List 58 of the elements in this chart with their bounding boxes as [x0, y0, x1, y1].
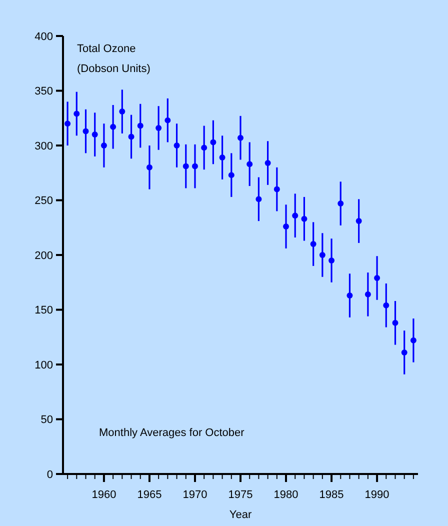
point [82, 128, 89, 134]
point [137, 122, 144, 129]
point [238, 134, 244, 141]
point [128, 134, 134, 140]
point [292, 212, 298, 219]
point [201, 144, 208, 151]
x-tick-label: 1975 [228, 489, 253, 501]
x-tick-label: 1965 [137, 489, 162, 501]
y-tick-label: 150 [34, 304, 53, 317]
x-tick-label: 1970 [182, 489, 208, 501]
point [92, 132, 98, 138]
point [274, 186, 280, 192]
annotation: Monthly Averages for October [99, 427, 245, 439]
point [328, 257, 335, 264]
point [319, 252, 326, 258]
point [310, 241, 316, 248]
point [219, 154, 226, 161]
point [356, 218, 362, 224]
point [301, 216, 308, 222]
x-tick-label: 1980 [274, 489, 298, 501]
y-tick-label: 250 [34, 195, 53, 208]
point [401, 349, 408, 356]
x-axis-title: Year [229, 509, 252, 521]
point [410, 337, 416, 344]
point [210, 139, 216, 146]
point [256, 196, 262, 202]
point [383, 302, 390, 308]
point [246, 161, 253, 168]
x-tick-label: 1960 [92, 489, 116, 501]
y-tick-label: 0 [46, 468, 53, 481]
point [346, 292, 353, 299]
y-axis-title: Total Ozone (Dobson Units) [77, 43, 150, 75]
point [156, 124, 162, 131]
point [119, 108, 126, 115]
point [374, 274, 380, 281]
y-tick-label: 350 [34, 86, 53, 98]
point [110, 124, 116, 130]
point [264, 160, 271, 166]
point [74, 110, 80, 117]
point [164, 117, 171, 124]
point [392, 320, 398, 326]
y-tick-label: 400 [34, 30, 53, 43]
x-tick-label: 1990 [364, 489, 390, 501]
point [100, 142, 107, 148]
point [228, 172, 234, 178]
point [64, 120, 71, 127]
y-tick-label: 200 [34, 250, 53, 262]
point [364, 291, 371, 298]
y-tick-label: 100 [34, 359, 53, 372]
point [182, 163, 189, 170]
x-tick-label: 1985 [319, 489, 344, 501]
point [338, 200, 344, 207]
point [146, 164, 152, 170]
y-tick-label: 300 [34, 140, 53, 152]
y-tick-label: 50 [40, 414, 53, 426]
point [283, 224, 290, 230]
point [174, 142, 180, 148]
point [192, 163, 198, 170]
